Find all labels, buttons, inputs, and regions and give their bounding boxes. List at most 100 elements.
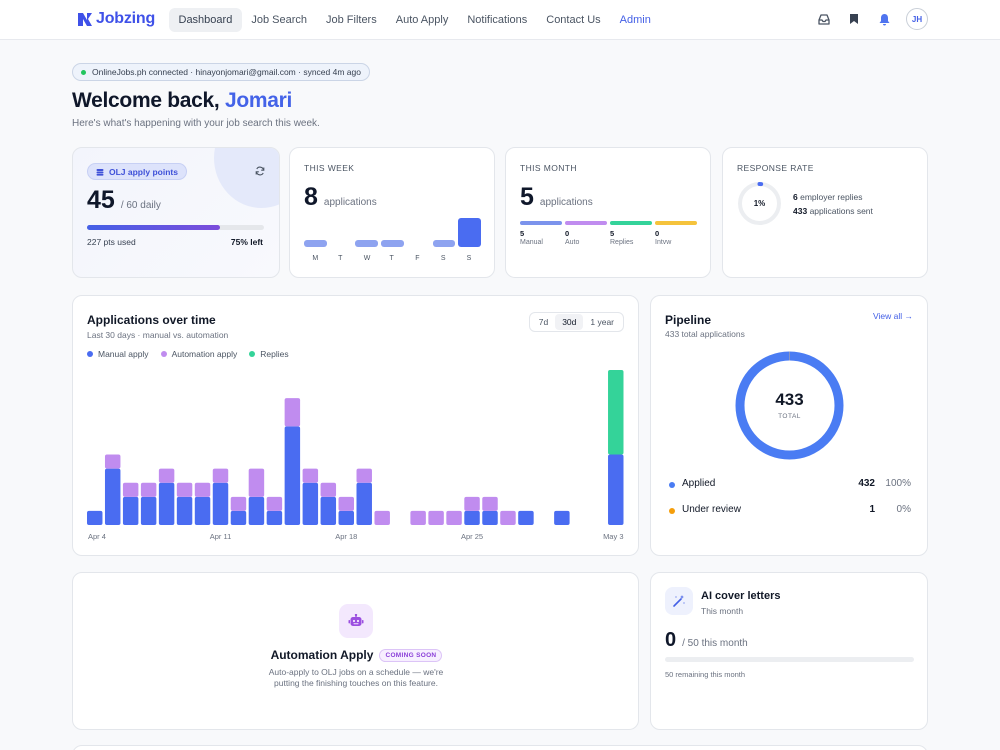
this-month-label: THIS MONTH [520,163,577,173]
bar-automation-apply[interactable] [140,482,157,497]
week-day-label: S [440,255,446,262]
response-rate-ring [738,182,781,225]
bar-manual-apply[interactable] [338,510,354,525]
view-all-link[interactable]: View all → [873,311,913,321]
pipeline-total: 433 [775,390,804,409]
donut-segment-under-review[interactable] [735,351,844,460]
olj-points-progress [87,225,264,230]
bar-automation-apply[interactable] [212,468,229,483]
pipeline-row-pct: 100% [885,478,911,489]
range-1-year[interactable]: 1 year [590,317,614,327]
this-month-card: THIS MONTH 5 applications 5 0 5 0 Manual… [505,147,711,278]
week-bar [458,218,481,247]
segment-interview [655,221,697,225]
applications-chart-title: Applications over time [87,313,216,327]
bar-automation-apply[interactable] [230,496,247,511]
ai-cover-letters-title: AI cover letters [701,590,781,602]
automation-title-row: Automation Apply COMING SOON [73,648,638,662]
page-title: Welcome back, Jomari [72,89,292,113]
bar-automation-apply[interactable] [500,510,516,525]
bar-manual-apply[interactable] [194,496,211,525]
bar-automation-apply[interactable] [338,496,354,511]
brand-logo[interactable]: Jobzing [77,10,155,28]
segment-interview-label: Intvw [655,239,672,246]
segment-replies-label: Replies [610,239,634,246]
bar-manual-apply[interactable] [248,496,265,525]
bar-automation-apply[interactable] [248,468,265,497]
bar-manual-apply[interactable] [518,510,534,525]
nav-job-filters[interactable]: Job Filters [325,14,377,26]
bar-manual-apply[interactable] [230,510,247,525]
top-nav: Jobzing Dashboard Job Search Job Filters… [0,0,1000,40]
avatar[interactable]: JH [906,8,928,30]
nav-notifications[interactable]: Notifications [467,14,528,26]
pipeline-row-name: Under review [682,504,741,515]
week-day-label: M [312,255,319,262]
bar-manual-apply[interactable] [104,468,121,525]
bar-manual-apply[interactable] [608,454,624,525]
bar-manual-apply[interactable] [266,510,283,525]
response-rate-percent: 1% [753,199,766,208]
nav-menu: Dashboard Job Search Job Filters Auto Ap… [169,8,660,32]
robot-icon [339,604,373,638]
bar-manual-apply[interactable] [158,482,175,525]
bell-icon[interactable] [876,11,892,27]
bar-automation-apply[interactable] [284,398,301,427]
this-week-unit: applications [323,197,377,208]
nav-contact-us[interactable]: Contact Us [546,14,601,26]
bar-manual-apply[interactable] [122,496,139,525]
pipeline-row-under-review[interactable]: Under review 1 0% [669,504,911,518]
bookmark-icon[interactable] [846,11,862,27]
refresh-icon[interactable] [255,166,265,176]
bar-automation-apply[interactable] [410,510,426,525]
olj-points-used: 227 pts used [87,237,136,247]
bar-manual-apply[interactable] [320,496,337,525]
nav-auto-apply[interactable]: Auto Apply [395,14,449,26]
sync-status-badge: OnlineJobs.ph connected · hinayonjomari@… [72,63,370,81]
x-tick-label: Apr 25 [461,532,483,541]
bar-manual-apply[interactable] [176,496,193,525]
bar-automation-apply[interactable] [464,496,480,511]
legend-manual-dot [87,351,93,357]
bar-manual-apply[interactable] [302,482,319,525]
bar-manual-apply[interactable] [464,510,480,525]
segment-auto-value: 0 [565,229,570,238]
bar-manual-apply[interactable] [356,482,372,525]
bar-automation-apply[interactable] [194,482,211,497]
this-month-unit: applications [539,197,593,208]
bar-manual-apply[interactable] [482,510,498,525]
x-tick-label: Apr 11 [210,532,232,541]
bar-automation-apply[interactable] [176,482,193,497]
bar-automation-apply[interactable] [104,454,121,469]
response-rate-card: RESPONSE RATE 1% 6 employer replies 433 … [722,147,928,278]
bar-manual-apply[interactable] [212,482,229,525]
nav-admin[interactable]: Admin [619,14,651,26]
bar-automation-apply[interactable] [356,468,372,483]
bar-automation-apply[interactable] [482,496,498,511]
bar-automation-apply[interactable] [374,510,390,525]
olj-points-card: OLJ apply points 45 / 60 daily 227 pts u… [72,147,280,278]
segment-auto [565,221,607,225]
olj-points-value: 45 [87,186,115,214]
bar-automation-apply[interactable] [320,482,337,497]
bar-automation-apply[interactable] [302,468,319,483]
bar-automation-apply[interactable] [158,468,175,483]
bar-automation-apply[interactable] [446,510,462,525]
range-30d[interactable]: 30d [555,314,584,330]
bar-replies[interactable] [608,370,624,455]
pipeline-donut [735,351,844,460]
bar-manual-apply[interactable] [554,510,570,525]
nav-job-search[interactable]: Job Search [251,14,307,26]
pipeline-row-pct: 0% [896,504,911,515]
range-7d[interactable]: 7d [538,317,549,327]
bar-manual-apply[interactable] [87,510,103,525]
nav-dashboard[interactable]: Dashboard [169,8,242,32]
bar-automation-apply[interactable] [122,482,139,497]
inbox-icon[interactable] [816,11,832,27]
bar-automation-apply[interactable] [428,510,444,525]
bar-automation-apply[interactable] [266,496,283,511]
bar-manual-apply[interactable] [284,426,301,525]
bar-manual-apply[interactable] [140,496,157,525]
legend-automation-label: Automation apply [171,349,238,359]
pipeline-row-applied[interactable]: Applied 432 100% [669,478,911,492]
